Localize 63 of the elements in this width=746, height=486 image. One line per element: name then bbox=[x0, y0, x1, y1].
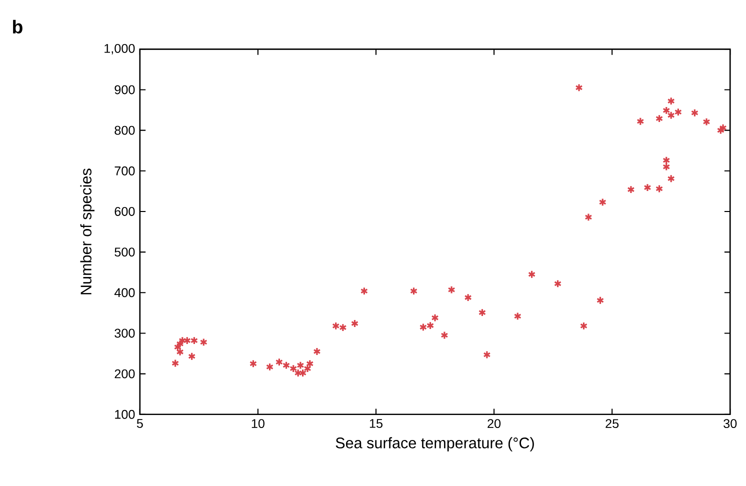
y-tick-label: 300 bbox=[114, 328, 135, 338]
point bbox=[313, 347, 321, 356]
point bbox=[554, 279, 562, 288]
point bbox=[528, 270, 536, 278]
x-tick-label: 20 bbox=[488, 418, 501, 428]
point bbox=[584, 212, 592, 222]
point bbox=[282, 360, 290, 370]
point bbox=[464, 293, 472, 302]
point bbox=[304, 364, 312, 373]
point bbox=[690, 108, 698, 117]
point bbox=[419, 322, 427, 332]
point bbox=[410, 286, 418, 296]
point bbox=[448, 285, 456, 294]
point bbox=[440, 330, 448, 340]
point bbox=[627, 185, 635, 194]
x-tick-label: 5 bbox=[136, 418, 143, 428]
point bbox=[674, 108, 682, 116]
point bbox=[719, 123, 727, 132]
point bbox=[596, 296, 604, 304]
x-axis-title: Sea surface temperature (°C) bbox=[336, 436, 534, 452]
point bbox=[655, 114, 664, 123]
y-axis-title: Number of species bbox=[80, 168, 94, 294]
point bbox=[655, 184, 664, 193]
point bbox=[200, 338, 208, 346]
point bbox=[306, 359, 314, 368]
y-tick-label: 800 bbox=[114, 126, 135, 135]
y-tick-label: 400 bbox=[114, 288, 135, 297]
point bbox=[575, 83, 583, 92]
x-tick-label: 10 bbox=[252, 418, 264, 428]
point bbox=[598, 198, 606, 206]
point bbox=[172, 358, 180, 368]
point bbox=[636, 116, 644, 126]
point bbox=[716, 126, 724, 134]
point bbox=[667, 96, 675, 106]
y-tick-label: 700 bbox=[114, 166, 135, 176]
point bbox=[514, 312, 522, 320]
point bbox=[339, 323, 347, 332]
point bbox=[426, 321, 434, 330]
y-tick-label: 1,000 bbox=[104, 44, 135, 54]
point bbox=[667, 174, 675, 183]
point bbox=[644, 183, 652, 192]
y-tick-label: 600 bbox=[114, 206, 135, 216]
point bbox=[188, 352, 196, 360]
point bbox=[360, 286, 368, 296]
text: b bbox=[13, 20, 22, 34]
x-tick-label: 15 bbox=[370, 418, 382, 428]
x-tick-label: 30 bbox=[724, 418, 737, 428]
point bbox=[183, 336, 191, 345]
y-tick-label: 900 bbox=[114, 85, 135, 94]
point bbox=[350, 319, 359, 328]
point bbox=[702, 117, 710, 126]
y-tick-label: 200 bbox=[114, 369, 135, 378]
point bbox=[483, 350, 491, 359]
point bbox=[431, 313, 439, 322]
point bbox=[190, 336, 198, 345]
point bbox=[478, 308, 486, 317]
x-tick-label: 25 bbox=[606, 418, 619, 428]
point bbox=[275, 358, 283, 366]
y-tick-label: 100 bbox=[115, 410, 135, 419]
point bbox=[178, 336, 186, 345]
y-tick-label: 500 bbox=[114, 247, 135, 256]
point bbox=[249, 359, 258, 368]
point bbox=[176, 339, 184, 348]
